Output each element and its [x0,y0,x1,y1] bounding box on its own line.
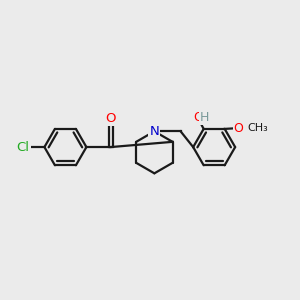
Text: O: O [105,112,116,125]
Text: Cl: Cl [16,141,30,154]
Text: H: H [199,110,208,124]
Text: O: O [193,110,203,124]
Text: CH₃: CH₃ [248,123,268,133]
Text: O: O [234,122,244,135]
Text: N: N [149,125,159,138]
